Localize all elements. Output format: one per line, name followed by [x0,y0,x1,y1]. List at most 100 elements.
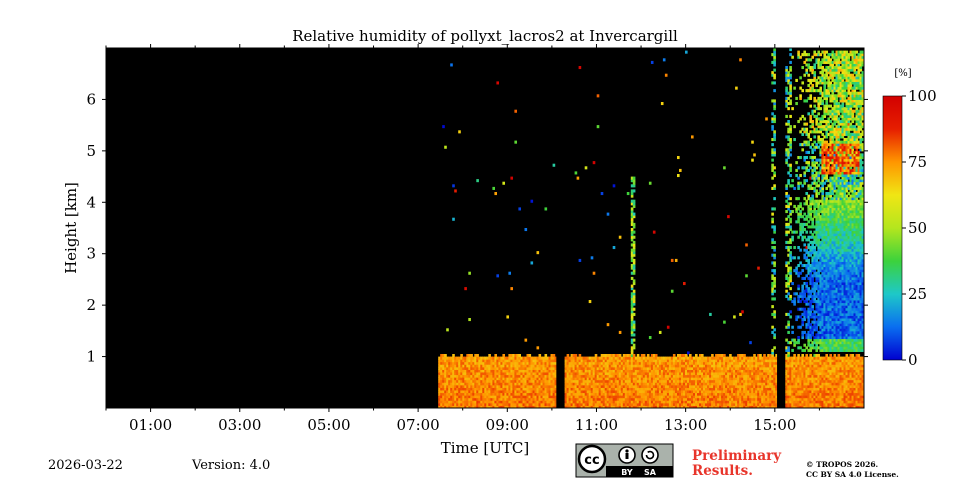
heatmap-cell [658,369,662,373]
heatmap-cell [604,364,608,368]
heatmap-cell [632,289,636,293]
heatmap-cell [711,354,714,358]
heatmap-cell [717,372,720,376]
heatmap-cell [596,402,600,406]
heatmap-cell [540,382,544,386]
heatmap-cell [819,189,823,193]
heatmap-cell [482,397,485,401]
heatmap-cell [566,387,570,391]
heatmap-cell [452,361,455,365]
heatmap-cell [608,397,612,401]
heatmap-cell [809,402,813,406]
heatmap-cell [630,194,634,198]
heatmap-cell [785,400,788,404]
heatmap-cell [626,402,630,406]
heatmap-cell [789,276,792,280]
heatmap-cell [787,279,790,283]
heatmap-cell [791,369,794,373]
heatmap-cell [803,289,807,293]
heatmap-cell [624,364,628,368]
heatmap-cell [518,366,522,370]
heatmap-cell [687,364,690,368]
heatmap-cell [709,361,712,365]
heatmap-cell [705,400,708,404]
heatmap-cell [630,192,634,196]
heatmap-cell [456,392,459,396]
heatmap-cell [705,392,708,396]
heatmap-cell [729,387,732,391]
heatmap-cell [476,366,479,370]
heatmap-cell [757,390,760,394]
heatmap-cell [785,397,788,401]
heatmap-cell [807,343,811,347]
heatmap-cell [795,366,798,370]
heatmap-cell [757,387,760,391]
heatmap-cell [644,372,648,376]
heatmap-cell [514,356,518,360]
heatmap-cell [576,356,580,360]
heatmap-cell [701,402,704,406]
heatmap-cell [440,356,443,360]
heatmap-cell [819,310,823,314]
heatmap-cell [634,372,638,376]
heatmap-cell [618,384,622,388]
heatmap-cell [622,359,626,363]
heatmap-cell [807,253,811,257]
heatmap-cell [452,392,455,396]
heatmap-cell [723,384,726,388]
heatmap-cell [789,369,792,373]
heatmap-cell [819,251,823,255]
heatmap-cell [630,366,634,370]
heatmap-cell [588,300,592,304]
heatmap-cell [807,66,811,70]
heatmap-cell [450,395,453,399]
heatmap-cell [448,400,451,404]
heatmap-cell [596,372,600,376]
heatmap-cell [654,372,658,376]
heatmap-cell [677,402,680,406]
heatmap-cell [817,238,821,242]
heatmap-cell [510,392,514,396]
heatmap-cell [733,384,736,388]
heatmap-cell [594,361,598,365]
heatmap-cell [458,359,461,363]
heatmap-cell [689,379,692,383]
heatmap-cell [660,369,664,373]
heatmap-cell [586,390,590,394]
heatmap-cell [440,392,443,396]
heatmap-cell [795,382,798,386]
heatmap-cell [819,374,823,378]
heatmap-cell [590,361,594,365]
heatmap-cell [550,377,554,381]
heatmap-cell [771,166,774,170]
heatmap-cell [741,359,744,363]
heatmap-cell [440,387,443,391]
heatmap-cell [785,405,788,408]
heatmap-cell [765,356,768,360]
heatmap-cell [815,307,819,311]
heatmap-cell [626,397,630,401]
heatmap-cell [805,238,809,242]
heatmap-cell [518,382,522,386]
heatmap-cell [817,387,821,391]
heatmap-cell [805,71,809,75]
heatmap-cell [771,289,774,293]
heatmap-cell [811,307,815,311]
heatmap-cell [765,364,768,368]
heatmap-cell [528,392,532,396]
heatmap-cell [450,382,453,386]
heatmap-cell [644,397,648,401]
heatmap-cell [795,392,798,396]
heatmap-cell [636,366,640,370]
heatmap-cell [815,348,819,352]
heatmap-cell [470,387,473,391]
heatmap-cell [807,315,811,319]
heatmap-cell [785,78,788,82]
heatmap-cell [450,392,453,396]
heatmap-cell [697,392,700,396]
heatmap-cell [442,382,445,386]
heatmap-cell [612,372,616,376]
heatmap-cell [530,405,534,408]
heatmap-cell [642,387,646,391]
heatmap-cell [496,369,500,373]
